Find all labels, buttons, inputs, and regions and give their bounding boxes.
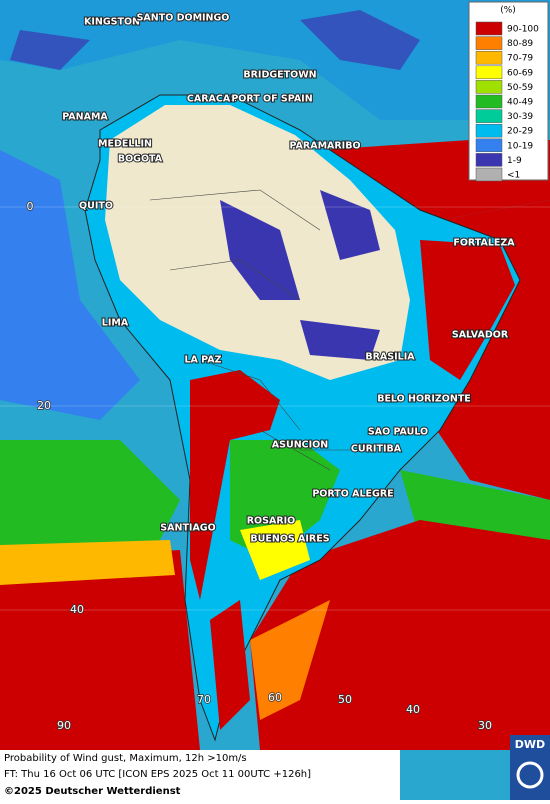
city-label: PORT OF SPAIN (231, 94, 312, 105)
city-label: SANTO DOMINGO (137, 13, 230, 24)
city-label: CARACAS (187, 94, 237, 105)
south-atlantic-red (250, 520, 550, 750)
legend-label: 20-29 (507, 127, 533, 137)
footer-title: Probability of Wind gust, Maximum, 12h >… (4, 753, 247, 764)
low-patches (220, 190, 380, 360)
legend-label: 60-69 (507, 68, 533, 78)
longitude-label: 50 (338, 693, 352, 706)
city-label: FORTALEZA (453, 238, 515, 249)
city-label: BOGOTA (118, 154, 163, 165)
grid-labels: 0 20 40 90 70 60 50 40 30 (26, 199, 493, 733)
city-label: PORTO ALEGRE (312, 489, 393, 500)
latitude-label: 40 (70, 603, 84, 616)
pacific-yellow (0, 540, 175, 585)
legend-swatch (475, 138, 503, 153)
legend-swatch (475, 36, 503, 50)
legend-label: 10-19 (507, 141, 533, 151)
legend-swatch (475, 94, 503, 109)
city-label: SAO PAULO (368, 427, 428, 438)
city-label: PANAMA (62, 112, 108, 123)
latitude-label: 20 (37, 399, 51, 412)
longitude-label: 70 (197, 693, 211, 706)
south-orange (250, 600, 330, 720)
city-label: QUITO (79, 201, 113, 212)
city-label: KINGSTON (84, 17, 140, 28)
patagonia-red (210, 600, 250, 730)
legend-swatch (475, 21, 503, 36)
logo-box (510, 735, 550, 800)
legend-swatch (475, 65, 503, 80)
city-label: BRIDGETOWN (243, 70, 316, 81)
legend-swatch (475, 80, 503, 94)
city-label: MEDELLIN (98, 139, 152, 150)
caribbean (0, 0, 550, 120)
city-label: BUENOS AIRES (250, 534, 329, 545)
city-label: SANTIAGO (160, 523, 215, 534)
pacific-green (0, 440, 180, 560)
andes-red (190, 370, 280, 600)
city-label: PARAMARIBO (289, 141, 360, 152)
pacific-red (0, 550, 200, 750)
graticule (0, 206, 550, 611)
legend-label: 90-100 (507, 25, 539, 35)
low-zone (10, 10, 420, 70)
longitude-label: 30 (478, 719, 492, 732)
city-label: LA PAZ (184, 355, 221, 366)
longitude-label: 90 (57, 719, 71, 732)
city-label: SALVADOR (452, 330, 509, 341)
legend-swatch (475, 50, 503, 65)
legend-swatch (475, 153, 503, 167)
borders (149, 189, 400, 471)
northeast-red (420, 240, 515, 380)
longitude-label: 60 (268, 691, 282, 704)
longitude-label: 40 (406, 703, 420, 716)
city-label: BELO HORIZONTE (377, 394, 471, 405)
pacific-zone (0, 150, 140, 420)
footer-copyright: ©2025 Deutscher Wetterdienst (4, 786, 181, 797)
legend-label: 40-49 (507, 98, 533, 108)
logo-text: DWD (515, 738, 545, 751)
legend-label: 50-59 (507, 83, 533, 93)
city-label: ASUNCION (272, 440, 328, 451)
city-label: BRASILIA (365, 352, 415, 363)
legend-label: 1-9 (507, 156, 522, 166)
legend-title: (%) (500, 6, 516, 16)
legend-swatch (475, 167, 503, 182)
logo-icon (516, 761, 544, 789)
pampas-yellow (240, 520, 310, 580)
city-label: ROSARIO (247, 516, 296, 527)
latitude-label: 0 (27, 200, 34, 213)
city-label: LIMA (102, 318, 129, 329)
legend-label: 80-89 (507, 39, 533, 49)
legend-swatch (475, 123, 503, 138)
legend-label: 70-79 (507, 54, 533, 64)
footer-box (0, 750, 400, 800)
footer-forecast: FT: Thu 16 Oct 06 UTC [ICON EPS 2025 Oct… (4, 769, 311, 780)
legend-swatch (475, 109, 503, 123)
legend-label: <1 (507, 171, 520, 181)
city-label: CURITIBA (351, 444, 402, 455)
legend-label: 30-39 (507, 112, 533, 122)
legend: (%) 90-100 80-89 70-79 60-69 50-59 40-49 30-39… (468, 1, 549, 182)
